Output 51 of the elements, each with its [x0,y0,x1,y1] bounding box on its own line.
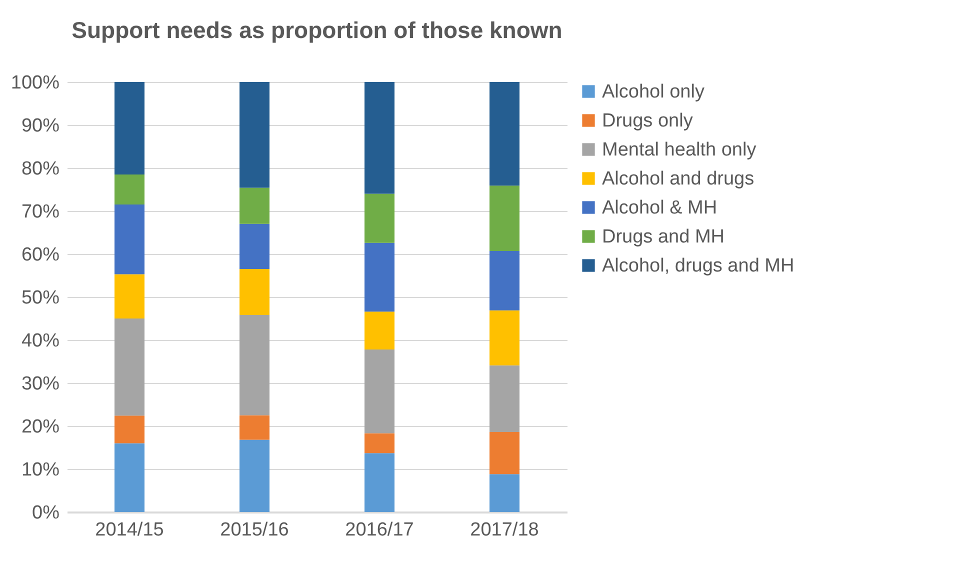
bar [114,443,144,512]
bar [114,274,144,318]
bar [490,82,520,186]
y-tick-label: 10% [21,460,60,480]
bar [364,194,394,243]
x-tick-label: 2015/16 [220,520,289,540]
bar [114,82,144,174]
bar [490,186,520,251]
bar [114,416,144,444]
bar [240,188,270,224]
bar [240,269,270,316]
y-tick-label: 40% [21,330,60,352]
legend-label: Drugs only [602,110,694,132]
bar [490,365,520,432]
bar [240,82,270,188]
bar [114,174,144,205]
bar [364,433,394,454]
legend-label: Mental health only [602,140,757,160]
y-tick-label: 50% [21,288,60,308]
bar [490,432,520,474]
y-tick-label: 100% [10,72,60,94]
bar [364,349,394,434]
legend-label: Drugs and MH [602,226,724,248]
y-tick-label: 90% [21,116,60,136]
x-tick-label: 2017/18 [470,520,539,540]
bar [114,318,144,416]
legend-label: Alcohol, drugs and MH [602,256,794,276]
legend-label: Alcohol only [602,82,705,102]
bar [240,224,270,270]
y-tick-label: 20% [21,416,60,438]
y-tick-label: 70% [21,202,60,222]
bar [364,453,394,512]
bar [240,315,270,416]
legend-label: Alcohol & MH [602,198,718,218]
bar [114,204,144,274]
bar [240,440,270,512]
bar [490,310,520,366]
chart-title: Support needs as proportion of those known [72,17,562,43]
bar [364,82,394,194]
y-tick-label: 60% [21,244,60,266]
y-tick-label: 0% [32,502,60,524]
y-tick-label: 80% [21,158,60,180]
x-tick-label: 2014/15 [95,520,164,540]
bar [364,312,394,350]
bar [240,415,270,440]
legend-label: Alcohol and drugs [602,168,754,190]
bar [364,242,394,312]
bar [490,250,520,310]
y-tick-label: 30% [21,374,60,394]
bar [490,474,520,512]
x-tick-label: 2016/17 [345,520,414,540]
